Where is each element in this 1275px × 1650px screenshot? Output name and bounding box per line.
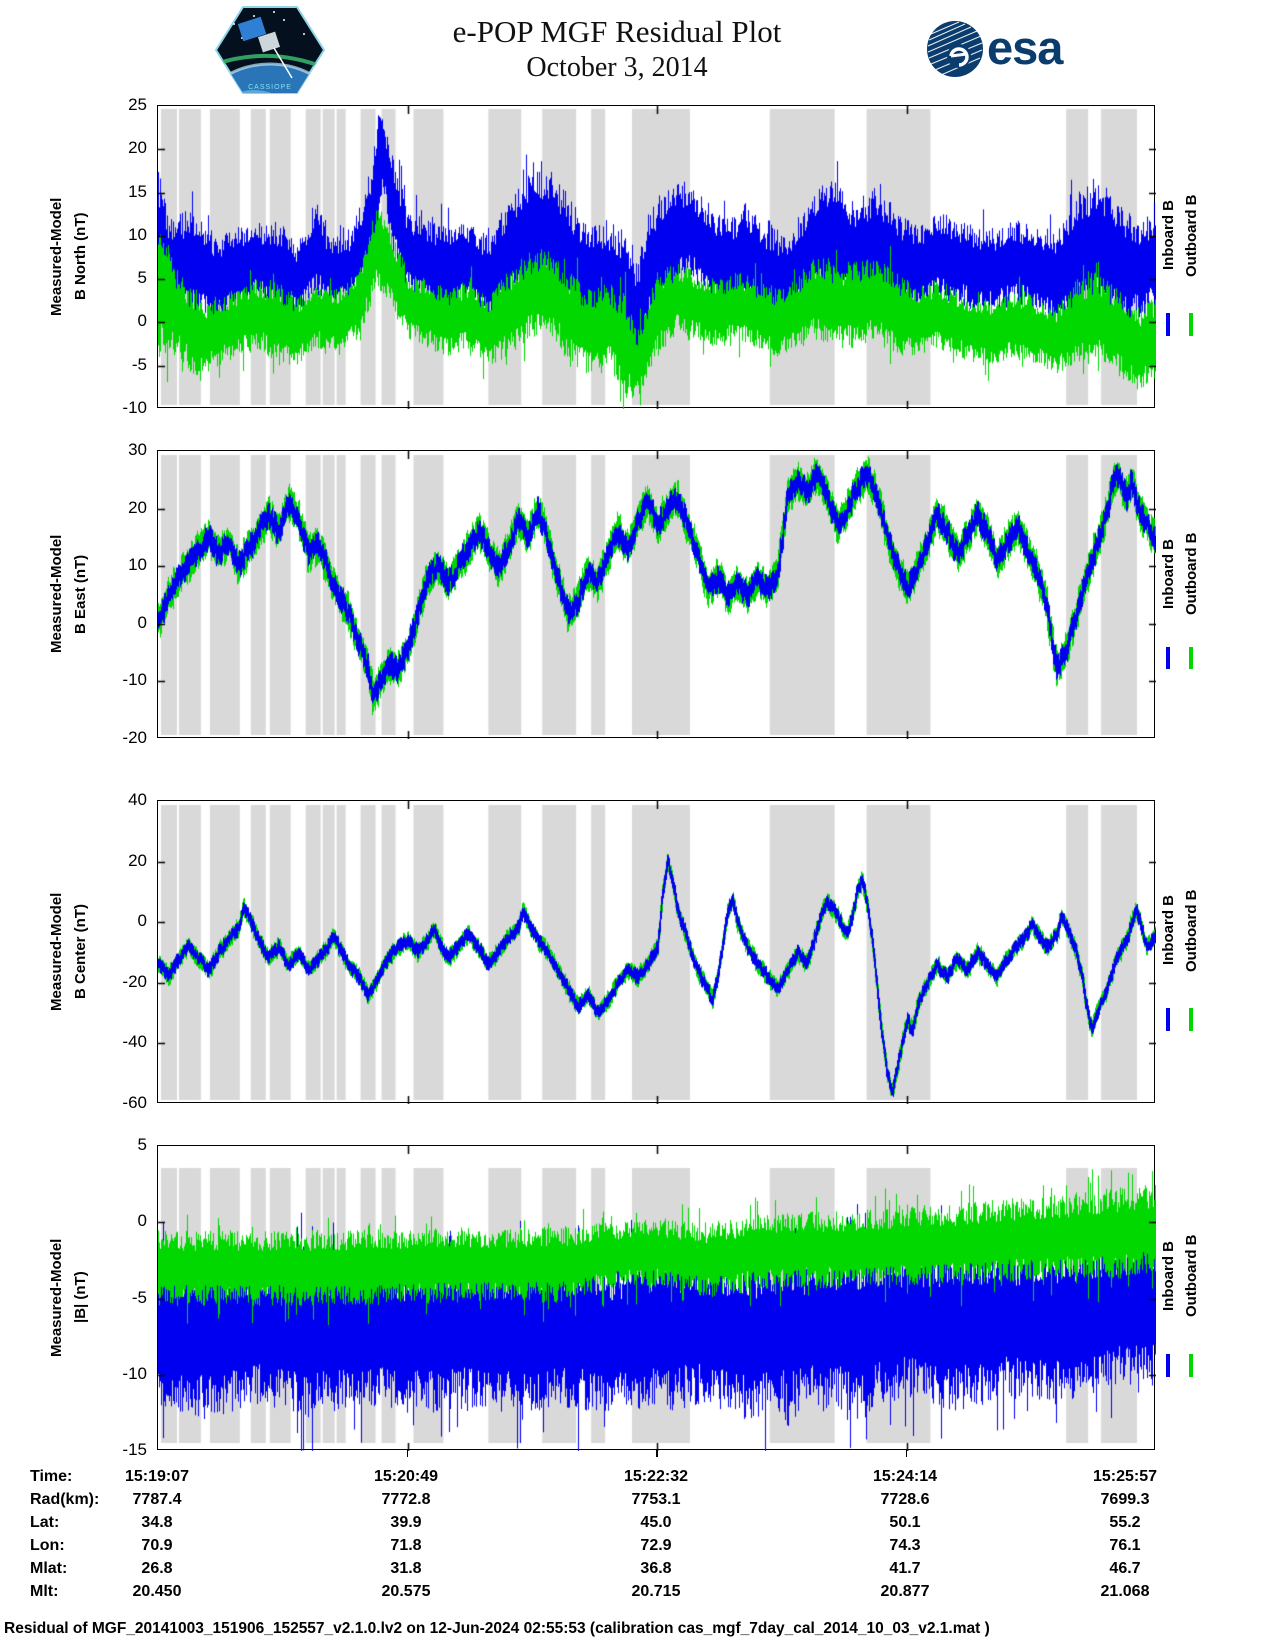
legend-swatch-outboard <box>1189 1008 1193 1031</box>
x-axis-outward-tick <box>905 1450 907 1457</box>
legend-swatch-inboard <box>1166 1008 1170 1031</box>
info-table-value: 45.0 <box>640 1514 672 1531</box>
y-axis-label-line2: B Center (nT) <box>72 904 89 999</box>
info-table-value: 7699.3 <box>1100 1491 1150 1508</box>
info-table-row-label: Time: <box>30 1468 73 1485</box>
info-table-value: 7728.6 <box>880 1491 930 1508</box>
info-table-value: 31.8 <box>390 1560 422 1577</box>
plot-panel-b_north <box>157 105 1156 409</box>
y-tick-label: -15 <box>122 1440 147 1459</box>
info-table-value: 15:20:49 <box>373 1468 439 1485</box>
info-table-value: 50.1 <box>889 1514 921 1531</box>
info-table-value: 15:19:07 <box>124 1468 190 1485</box>
info-table-value: 39.9 <box>390 1514 422 1531</box>
y-tick-label: 0 <box>137 911 147 931</box>
y-tick-label: -40 <box>122 1032 147 1052</box>
info-table-value: 15:24:14 <box>872 1468 938 1485</box>
y-tick-label: 10 <box>128 224 147 244</box>
y-tick-label: 5 <box>137 268 147 288</box>
info-table-value: 7772.8 <box>381 1491 431 1508</box>
y-tick-label: 10 <box>128 555 147 575</box>
plot-panel-b_magnitude <box>157 1145 1156 1451</box>
chart-canvas-b_east <box>158 451 1156 739</box>
esa-globe-icon <box>927 21 983 77</box>
info-table-value: 36.8 <box>640 1560 672 1577</box>
info-table-value: 74.3 <box>889 1537 921 1554</box>
chart-canvas-b_center <box>158 801 1156 1104</box>
info-table-value: 46.7 <box>1109 1560 1141 1577</box>
info-table-value: 21.068 <box>1100 1583 1150 1600</box>
y-axis-label-line2: |B| (nT) <box>72 1271 89 1324</box>
legend-swatch-outboard <box>1189 1354 1193 1377</box>
y-tick-label: 15 <box>128 181 147 201</box>
info-table-value: 7753.1 <box>631 1491 681 1508</box>
page-title: e-POP MGF Residual Plot <box>452 14 782 49</box>
info-table-value: 15:22:32 <box>623 1468 689 1485</box>
legend-swatch-inboard <box>1166 313 1170 336</box>
y-tick-label: 0 <box>137 1211 147 1231</box>
patch-text: CASSIOPE <box>248 84 292 91</box>
y-axis-label-line1: Measured-Model <box>48 892 65 1011</box>
esa-logo: esa <box>925 18 1115 80</box>
info-table-row-label: Lat: <box>30 1514 60 1531</box>
info-table-value: 20.450 <box>132 1583 182 1600</box>
y-axis-label-line1: Measured-Model <box>48 534 65 654</box>
y-tick-label: 20 <box>128 138 147 158</box>
esa-logo-text: esa <box>987 21 1063 74</box>
y-axis-label-line2: B East (nT) <box>72 554 89 634</box>
plot-panel-b_center <box>157 800 1156 1104</box>
y-tick-label: -10 <box>122 670 147 690</box>
chart-canvas-b_magnitude <box>158 1146 1156 1451</box>
info-table-value: 71.8 <box>390 1537 422 1554</box>
info-table-value: 55.2 <box>1109 1514 1141 1531</box>
legend-swatch-inboard <box>1166 1354 1170 1377</box>
info-table-value: 20.715 <box>631 1583 681 1600</box>
info-table-value: 72.9 <box>640 1537 672 1554</box>
x-axis-outward-tick <box>656 1450 658 1457</box>
info-table-value: 26.8 <box>141 1560 173 1577</box>
y-tick-label: 30 <box>128 440 147 459</box>
y-tick-label: -20 <box>122 971 147 991</box>
plot-panel-b_east <box>157 450 1156 739</box>
info-table-value: 70.9 <box>141 1537 173 1554</box>
info-table-row-label: Mlat: <box>30 1560 68 1577</box>
y-axis-label-line2: B North (nT) <box>72 212 89 301</box>
info-table-value: 15:25:57 <box>1092 1468 1158 1485</box>
legend-swatch-outboard <box>1189 647 1193 669</box>
y-tick-label: 5 <box>137 1135 147 1154</box>
chart-canvas-b_north <box>158 106 1156 409</box>
y-tick-label: -20 <box>122 728 147 747</box>
info-table-row-label: Lon: <box>30 1537 65 1554</box>
y-tick-label: -10 <box>122 398 147 417</box>
y-tick-label: 40 <box>128 790 147 809</box>
y-tick-label: 0 <box>137 311 147 331</box>
footer-residual-info: Residual of MGF_20141003_151906_152557_v… <box>4 1620 990 1637</box>
info-table-value: 76.1 <box>1109 1537 1141 1554</box>
y-axis-label-line1: Measured-Model <box>48 1238 65 1357</box>
info-table-value: 20.575 <box>381 1583 431 1600</box>
info-table-value: 20.877 <box>880 1583 930 1600</box>
y-axis-label-line1: Measured-Model <box>48 197 65 316</box>
y-tick-label: 20 <box>128 497 147 517</box>
y-tick-label: -5 <box>131 1287 147 1307</box>
y-tick-label: 0 <box>137 612 147 632</box>
y-tick-label: -5 <box>131 354 147 374</box>
info-table-value: 41.7 <box>889 1560 921 1577</box>
info-table-value: 34.8 <box>141 1514 173 1531</box>
info-table-value: 7787.4 <box>132 1491 182 1508</box>
legend-swatch-inboard <box>1166 647 1170 669</box>
x-axis-outward-tick <box>406 1450 408 1457</box>
page-subtitle-date: October 3, 2014 <box>526 52 708 83</box>
y-tick-label: -10 <box>122 1363 147 1383</box>
y-tick-label: -60 <box>122 1093 147 1112</box>
info-table-row-label: Mlt: <box>30 1583 59 1600</box>
legend-swatch-outboard <box>1189 313 1193 336</box>
info-table-row-label: Rad(km): <box>30 1491 100 1508</box>
y-tick-label: 20 <box>128 850 147 870</box>
y-tick-label: 25 <box>128 95 147 114</box>
cassiope-mission-patch-icon: CASSIOPE <box>214 4 326 101</box>
